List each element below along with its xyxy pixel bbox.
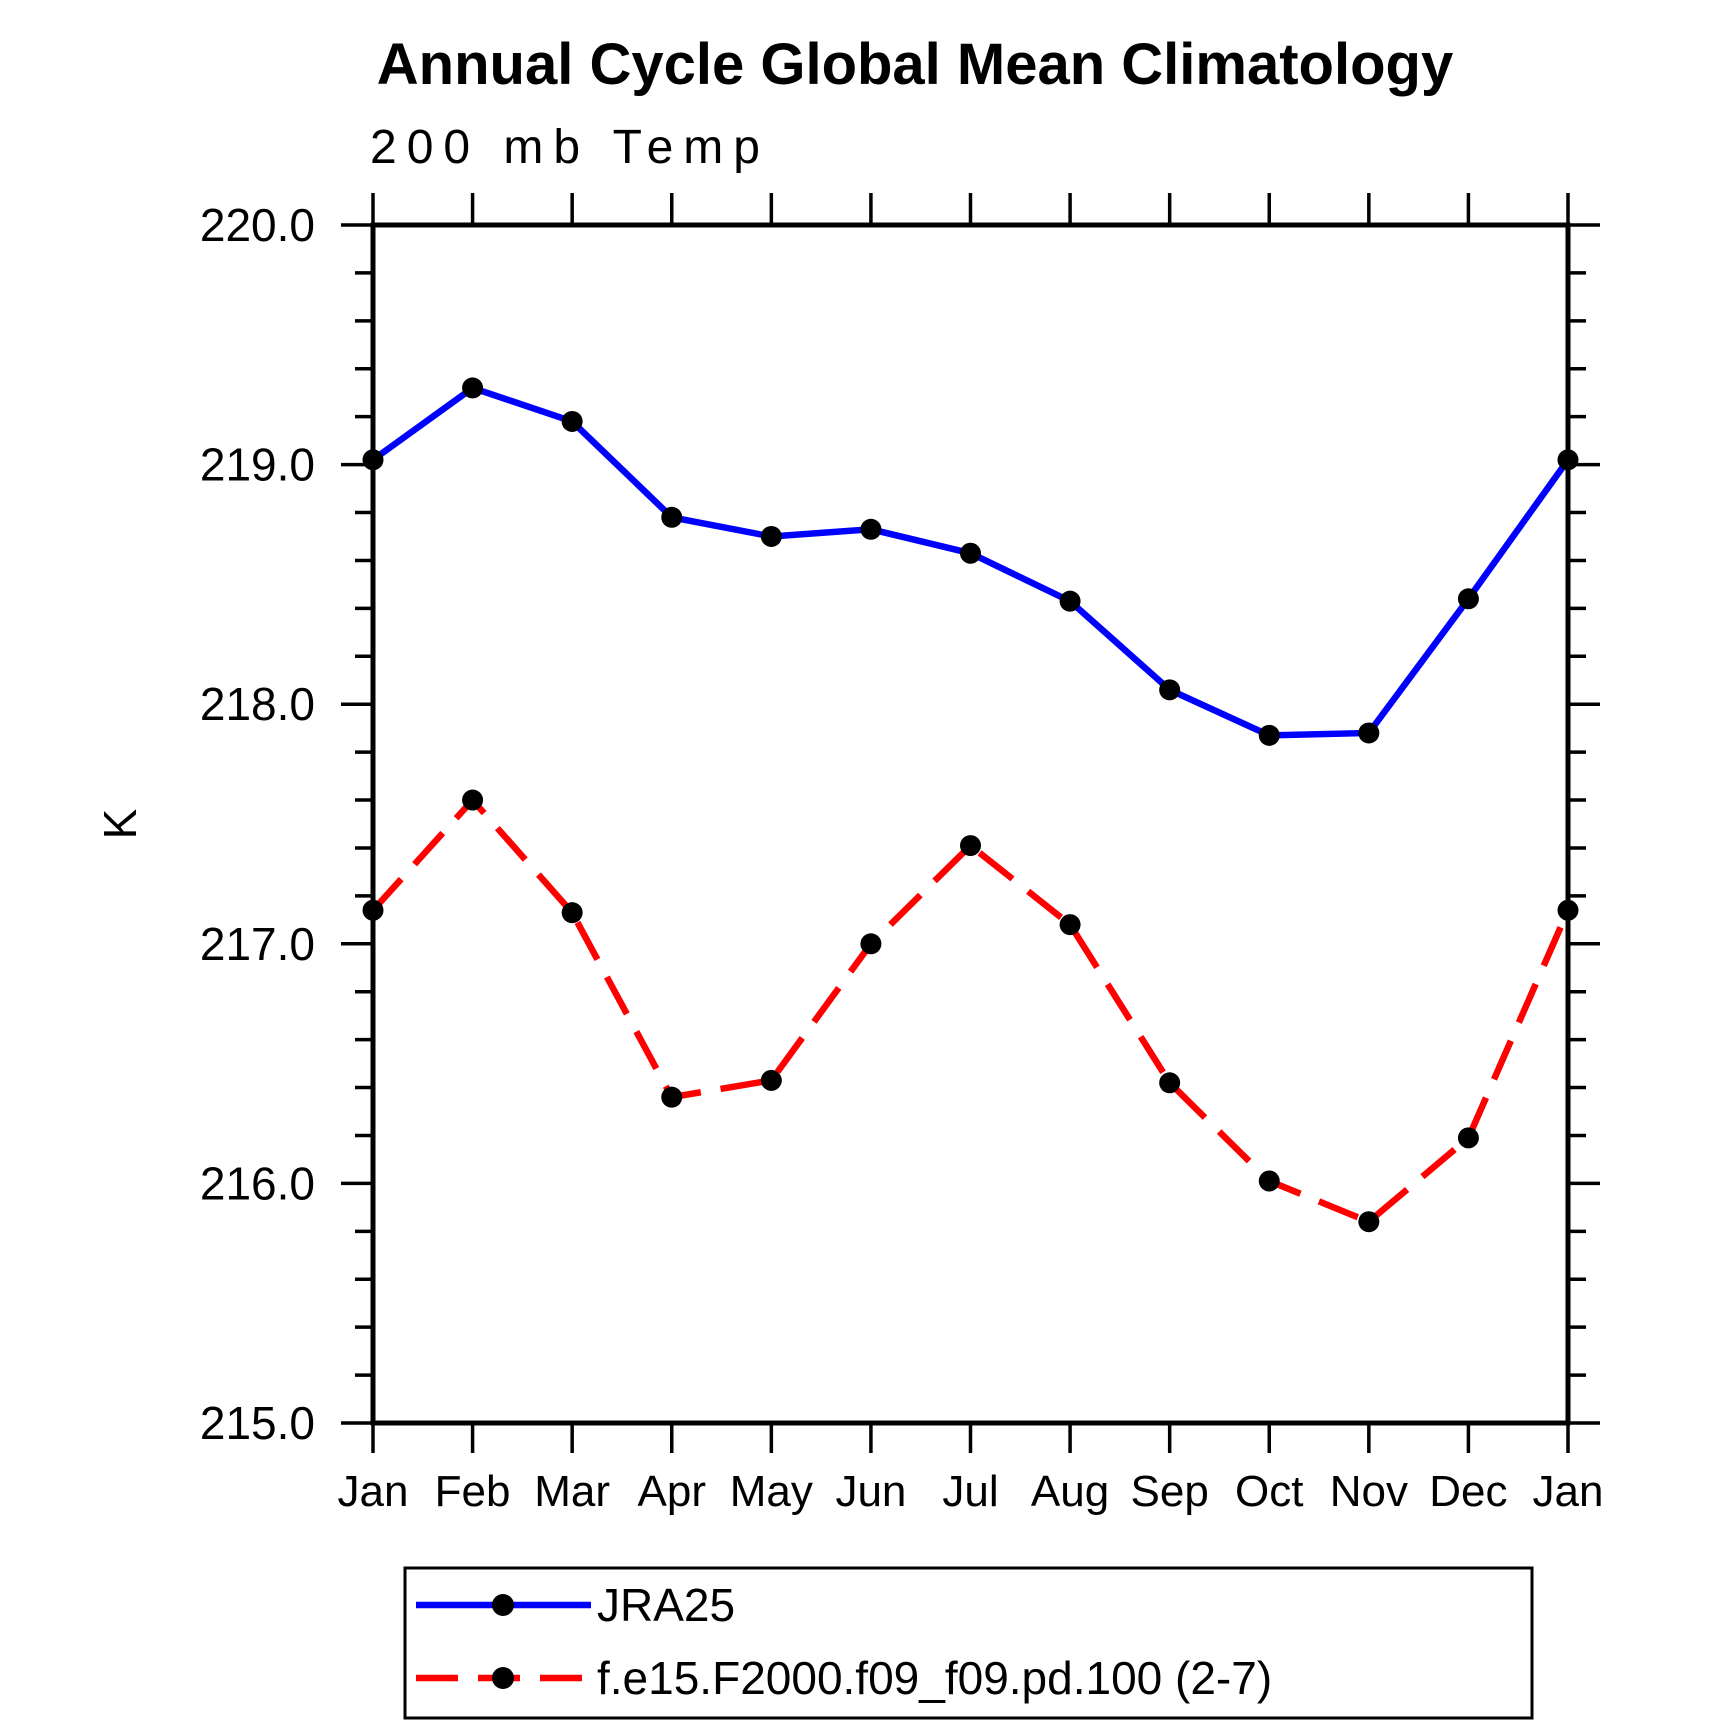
- x-tick-label-aug: Aug: [1031, 1467, 1109, 1516]
- chart-title: Annual Cycle Global Mean Climatology: [377, 32, 1453, 97]
- x-tick-label-apr: Apr: [638, 1467, 706, 1516]
- data-point-jra25-jan: [1557, 449, 1579, 471]
- data-point-jra25-feb: [462, 377, 484, 399]
- x-tick-label-oct: Oct: [1235, 1467, 1303, 1516]
- legend: JRA25 f.e15.F2000.f09_f09.pd.100 (2-7): [403, 1566, 1534, 1720]
- legend-marker: [492, 1594, 514, 1616]
- y-tick-label: 215.0: [200, 1397, 315, 1449]
- chart-subtitle: 200 mb Temp: [370, 121, 770, 174]
- x-tick-label-dec: Dec: [1429, 1467, 1507, 1516]
- data-point-jra25-dec: [1457, 588, 1479, 610]
- x-tick-label-mar: Mar: [534, 1467, 610, 1516]
- x-tick-label-jun: Jun: [835, 1467, 906, 1516]
- x-tick-label-feb: Feb: [435, 1467, 511, 1516]
- data-point-model-nov: [1358, 1211, 1380, 1233]
- data-point-model-apr: [661, 1086, 683, 1108]
- x-tick-label-nov: Nov: [1330, 1467, 1408, 1516]
- y-tick-label: 217.0: [200, 918, 315, 970]
- data-point-model-jun: [860, 933, 882, 955]
- data-point-jra25-jan: [362, 449, 384, 471]
- data-point-model-oct: [1258, 1170, 1280, 1192]
- data-point-model-jul: [960, 835, 981, 857]
- data-point-jra25-sep: [1159, 679, 1181, 701]
- y-tick-label: 219.0: [200, 439, 315, 491]
- series-line-model: [370, 795, 1571, 1226]
- legend-label-model: f.e15.F2000.f09_f09.pd.100 (2-7): [597, 1652, 1272, 1704]
- data-point-model-aug: [1059, 914, 1081, 936]
- legend-label-jra25: JRA25: [597, 1579, 735, 1631]
- data-point-model-dec: [1457, 1127, 1479, 1149]
- data-point-model-feb: [462, 789, 484, 811]
- data-point-jra25-jun: [860, 518, 882, 540]
- data-point-jra25-mar: [561, 410, 583, 432]
- data-point-jra25-jul: [960, 542, 981, 564]
- legend-marker: [492, 1667, 514, 1689]
- x-tick-label-jul: Jul: [942, 1467, 998, 1516]
- data-point-jra25-may: [760, 525, 782, 547]
- data-point-jra25-oct: [1258, 724, 1280, 746]
- x-tick-label-jan: Jan: [1533, 1467, 1604, 1516]
- plot-frame: [370, 222, 1571, 1426]
- x-tick-label-may: May: [730, 1467, 813, 1516]
- y-tick-label: 218.0: [200, 678, 315, 730]
- data-point-jra25-aug: [1059, 590, 1081, 612]
- legend-box: [403, 1566, 1534, 1720]
- series-layer: [362, 377, 1579, 1233]
- data-point-model-sep: [1159, 1072, 1181, 1094]
- axis-ticks: [341, 193, 1600, 1453]
- y-tick-label: 216.0: [200, 1157, 315, 1209]
- data-point-model-may: [760, 1069, 782, 1091]
- x-tick-label-jan: Jan: [338, 1467, 409, 1516]
- y-axis-label: K: [94, 808, 146, 839]
- x-tick-label-sep: Sep: [1131, 1467, 1209, 1516]
- y-tick-label: 220.0: [200, 199, 315, 251]
- tick-labels: 220.0 219.0 218.0 217.0 216.0 215.0 Jan Feb Mar A…: [200, 199, 1604, 1516]
- data-point-jra25-apr: [661, 506, 683, 528]
- data-point-model-jan: [1557, 899, 1579, 921]
- data-point-model-jan: [362, 899, 384, 921]
- data-point-jra25-nov: [1358, 722, 1380, 744]
- data-point-model-mar: [561, 902, 583, 924]
